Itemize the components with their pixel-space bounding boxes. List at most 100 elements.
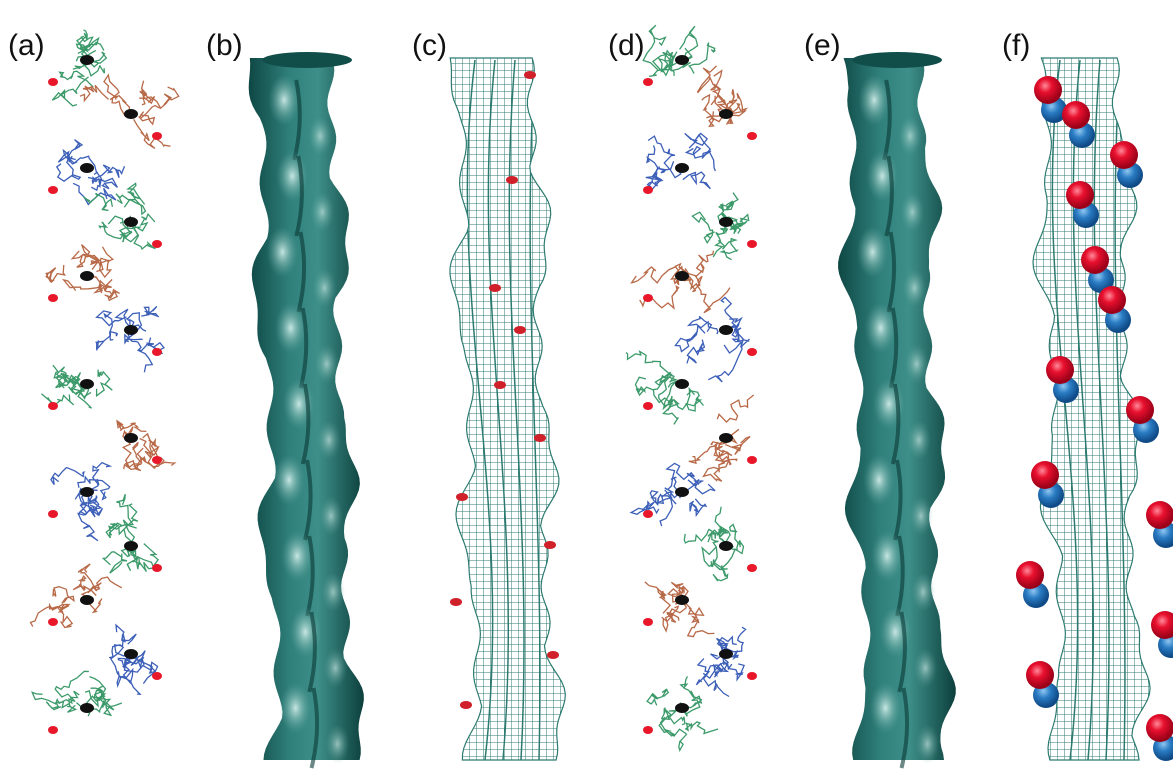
protein-ribbon xyxy=(685,251,713,276)
red-sphere xyxy=(1110,141,1138,169)
ligand xyxy=(675,55,689,65)
red-sphere xyxy=(1081,246,1109,274)
protein-ribbon xyxy=(717,395,754,422)
ligand xyxy=(80,595,94,605)
protein-ribbon xyxy=(711,560,727,582)
residue xyxy=(152,456,162,464)
protein-ribbon xyxy=(708,342,742,382)
ligand xyxy=(719,433,733,443)
marker xyxy=(534,434,546,442)
marker xyxy=(489,284,501,292)
protein-ribbon xyxy=(140,81,155,105)
ligand xyxy=(80,487,94,497)
marker xyxy=(547,651,559,659)
ligand xyxy=(124,433,138,443)
surface-highlight xyxy=(273,454,305,506)
residue xyxy=(152,348,162,356)
ligand xyxy=(80,55,94,65)
ligand xyxy=(719,649,733,659)
protein-ribbon xyxy=(688,275,730,313)
protein-ribbon xyxy=(662,613,679,631)
protein-ribbon xyxy=(103,552,127,573)
protein-ribbon xyxy=(139,106,160,125)
ligand xyxy=(124,325,138,335)
red-sphere xyxy=(1062,101,1090,129)
protein-ribbon xyxy=(116,625,136,644)
surface-highlight xyxy=(323,648,347,688)
ligand xyxy=(719,217,733,227)
protein-ribbon xyxy=(663,389,694,425)
red-sphere xyxy=(1098,286,1126,314)
ligand xyxy=(675,487,689,497)
protein-ribbon xyxy=(636,377,662,395)
protein-ribbon xyxy=(689,43,715,74)
red-sphere xyxy=(1026,661,1054,689)
residue xyxy=(643,618,653,626)
ligand xyxy=(80,703,94,713)
residue xyxy=(48,402,58,410)
ligand xyxy=(80,379,94,389)
ligand xyxy=(124,109,138,119)
ligand xyxy=(675,595,689,605)
protein-ribbon xyxy=(632,267,677,283)
surface-highlight xyxy=(280,682,312,734)
red-sphere xyxy=(1016,561,1044,589)
surface-highlight xyxy=(916,724,940,764)
protein-ribbon xyxy=(42,394,74,406)
residue xyxy=(48,726,58,734)
surface-highlight xyxy=(913,648,937,688)
residue xyxy=(152,132,162,140)
marker xyxy=(456,493,468,501)
residue xyxy=(48,618,58,626)
protein-ribbon xyxy=(91,463,110,491)
protein-ribbon xyxy=(53,587,74,604)
protein-ribbon xyxy=(687,340,705,364)
panel-label: (e) xyxy=(804,29,841,62)
ligand xyxy=(675,271,689,281)
residue xyxy=(643,186,653,194)
residue xyxy=(747,132,757,140)
ligand xyxy=(124,217,138,227)
surface-highlight xyxy=(900,192,924,232)
protein-ribbon xyxy=(141,306,159,316)
protein-ribbon xyxy=(73,183,116,204)
red-sphere xyxy=(1031,461,1059,489)
surface-highlight xyxy=(903,268,927,308)
surface-highlight xyxy=(267,226,299,278)
panel-label: (a) xyxy=(8,29,45,62)
protein-ribbon xyxy=(32,691,79,704)
protein-ribbon xyxy=(139,87,179,108)
panel-label: (f) xyxy=(1002,29,1030,62)
residue xyxy=(643,294,653,302)
marker xyxy=(524,71,536,79)
protein-ribbon xyxy=(686,722,718,734)
protein-ribbon xyxy=(72,251,98,270)
surface-highlight xyxy=(326,724,350,764)
surface-highlight xyxy=(909,496,933,536)
residue xyxy=(643,510,653,518)
surface-highlight xyxy=(905,344,929,384)
surface-highlight xyxy=(907,420,931,460)
panel-label: (c) xyxy=(412,29,447,62)
protein-ribbon xyxy=(684,529,715,543)
protein-ribbon xyxy=(683,172,711,189)
red-sphere xyxy=(1066,181,1094,209)
residue xyxy=(152,564,162,572)
red-sphere xyxy=(1046,356,1074,384)
marker xyxy=(544,541,556,549)
red-sphere xyxy=(1126,396,1154,424)
protein-ribbon xyxy=(685,133,711,158)
panel-label: (b) xyxy=(206,29,243,62)
protein-ribbon xyxy=(100,288,120,301)
ligand xyxy=(675,379,689,389)
protein-ribbon xyxy=(123,662,158,674)
ligand xyxy=(124,541,138,551)
surface-highlight xyxy=(863,454,895,506)
residue xyxy=(643,726,653,734)
protein-ribbon xyxy=(125,335,153,372)
surface-highlight xyxy=(898,116,922,156)
residue xyxy=(48,78,58,86)
surface-highlight xyxy=(313,268,337,308)
protein-ribbon xyxy=(626,351,673,376)
protein-ribbon xyxy=(99,247,112,277)
